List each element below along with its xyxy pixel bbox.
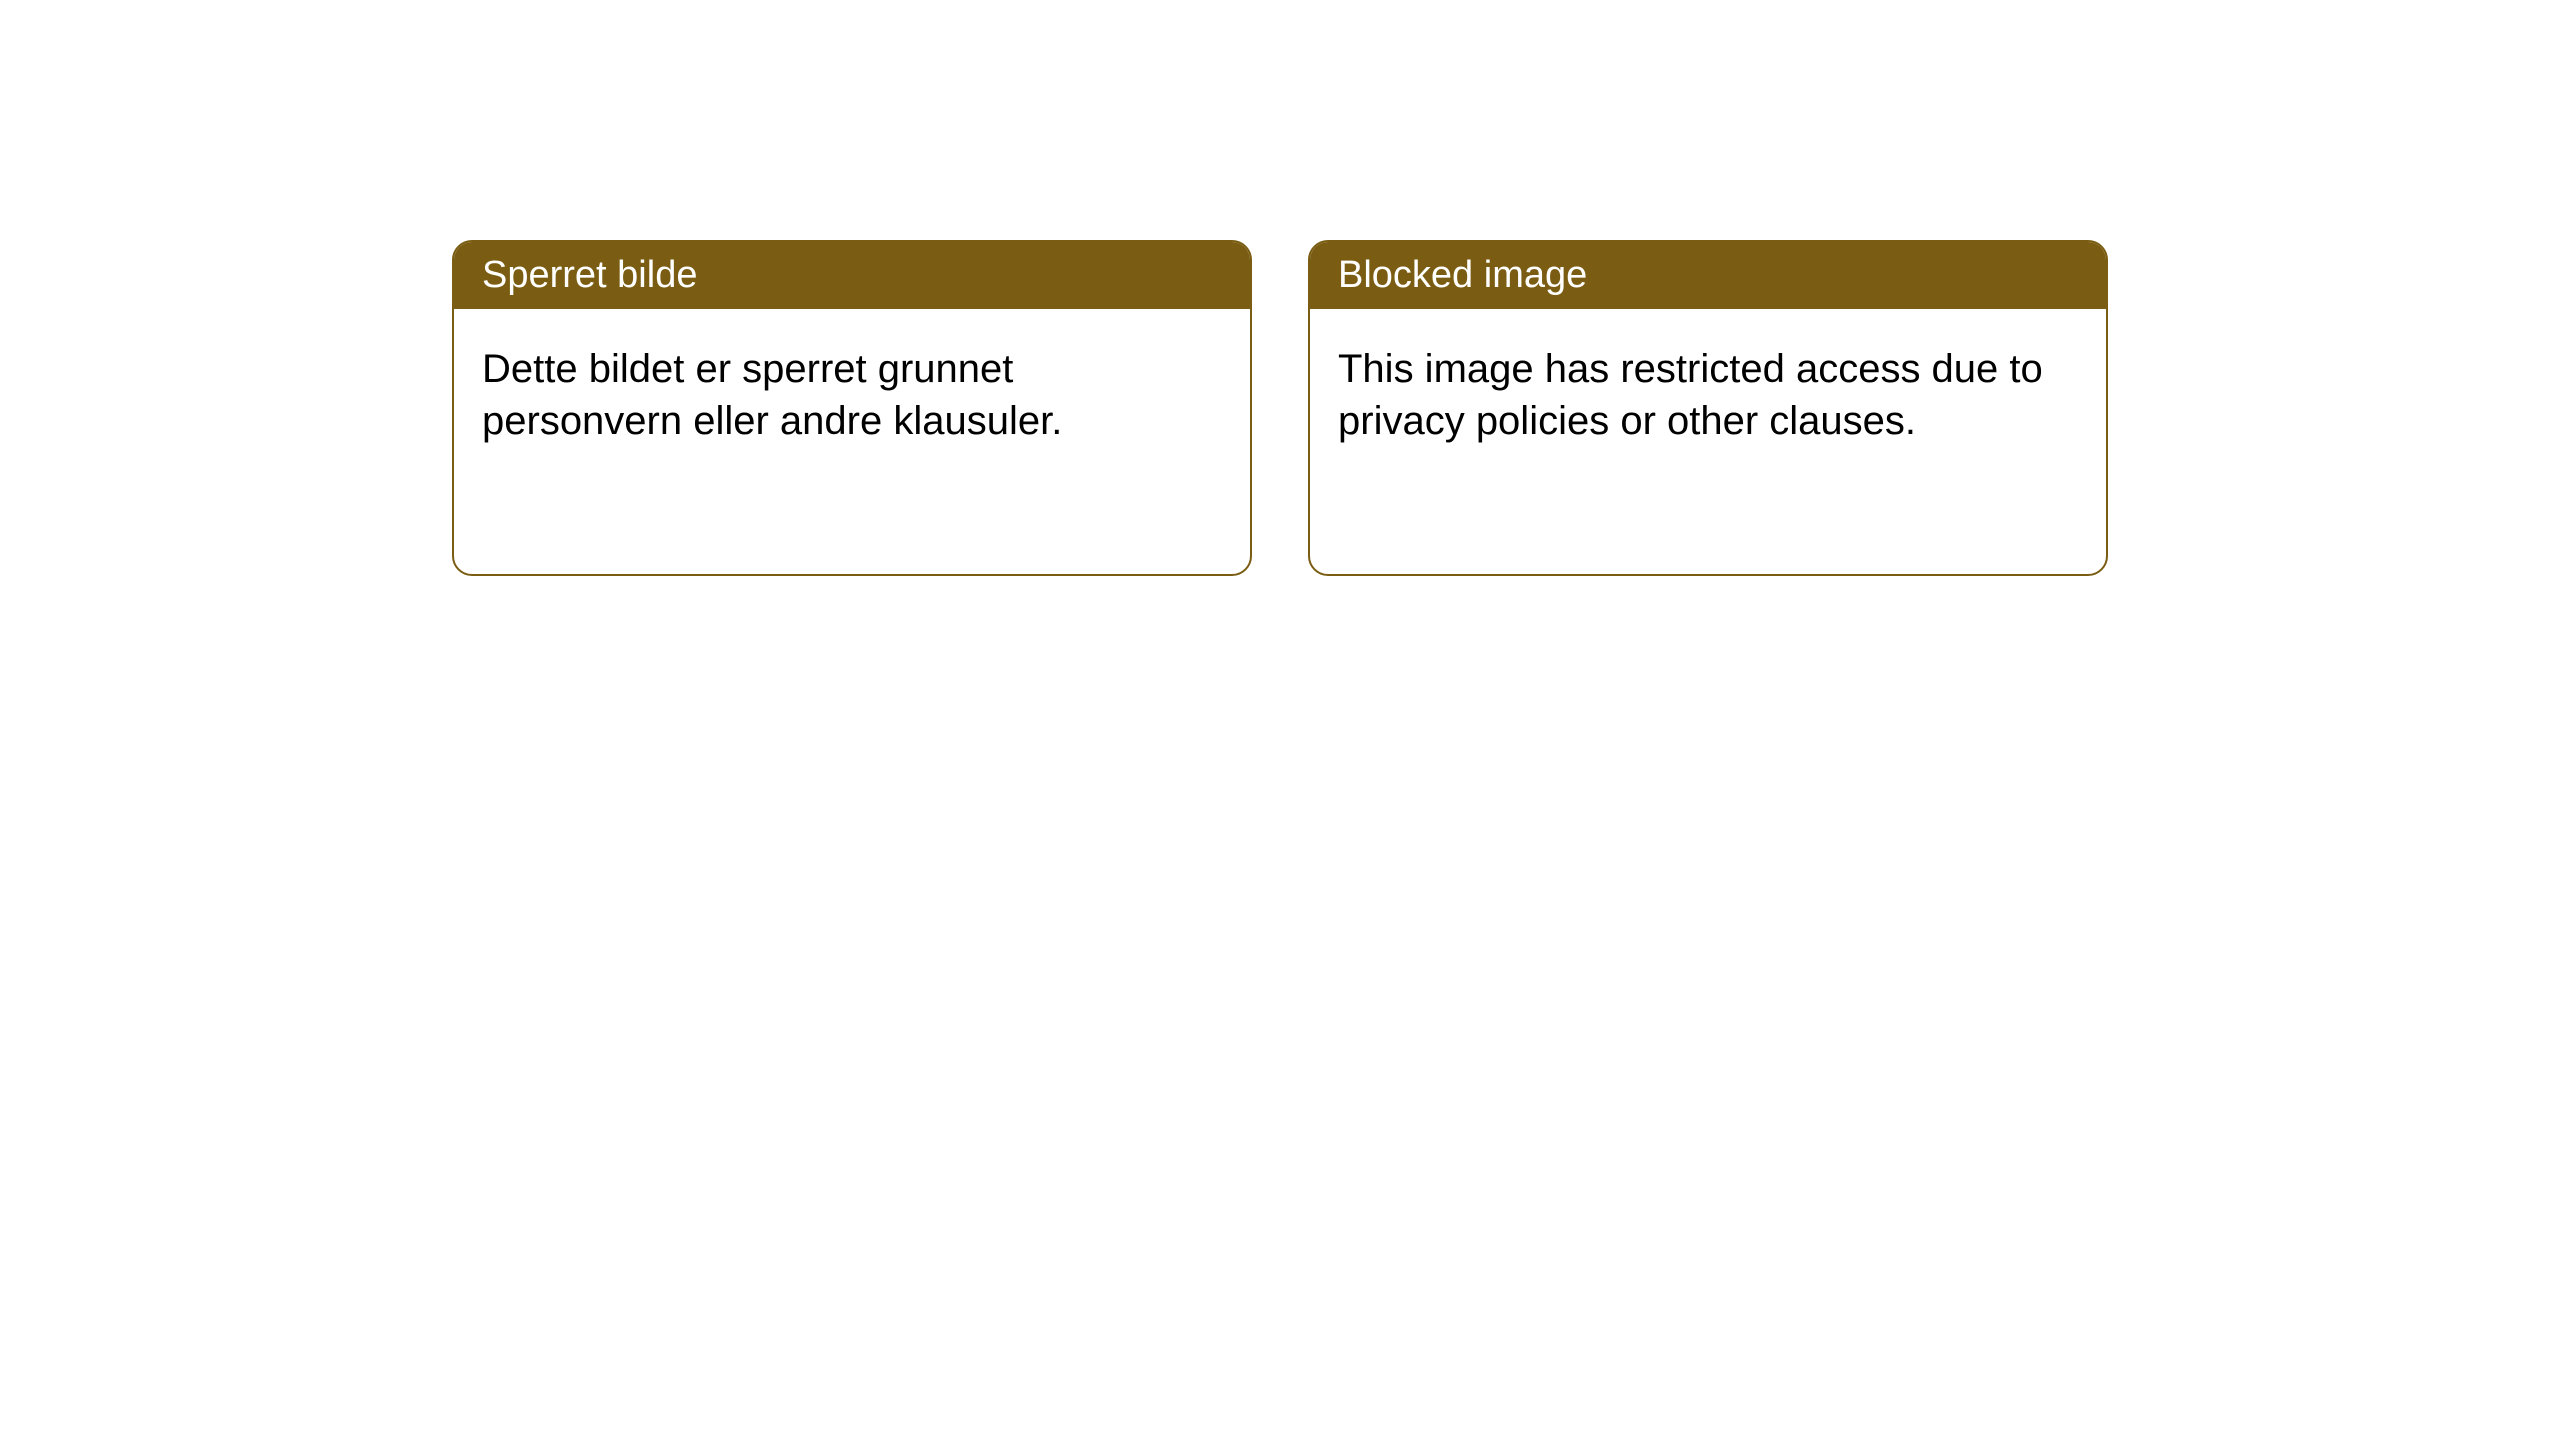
card-header-english: Blocked image <box>1310 242 2106 309</box>
card-body-text-norwegian: Dette bildet er sperret grunnet personve… <box>482 347 1062 443</box>
card-title-norwegian: Sperret bilde <box>482 254 697 296</box>
blocked-image-cards-container: Sperret bilde Dette bildet er sperret gr… <box>452 240 2108 576</box>
card-body-norwegian: Dette bildet er sperret grunnet personve… <box>454 309 1250 481</box>
blocked-image-card-english: Blocked image This image has restricted … <box>1308 240 2108 576</box>
card-body-english: This image has restricted access due to … <box>1310 309 2106 481</box>
card-title-english: Blocked image <box>1338 254 1587 296</box>
card-body-text-english: This image has restricted access due to … <box>1338 347 2043 443</box>
blocked-image-card-norwegian: Sperret bilde Dette bildet er sperret gr… <box>452 240 1252 576</box>
card-header-norwegian: Sperret bilde <box>454 242 1250 309</box>
